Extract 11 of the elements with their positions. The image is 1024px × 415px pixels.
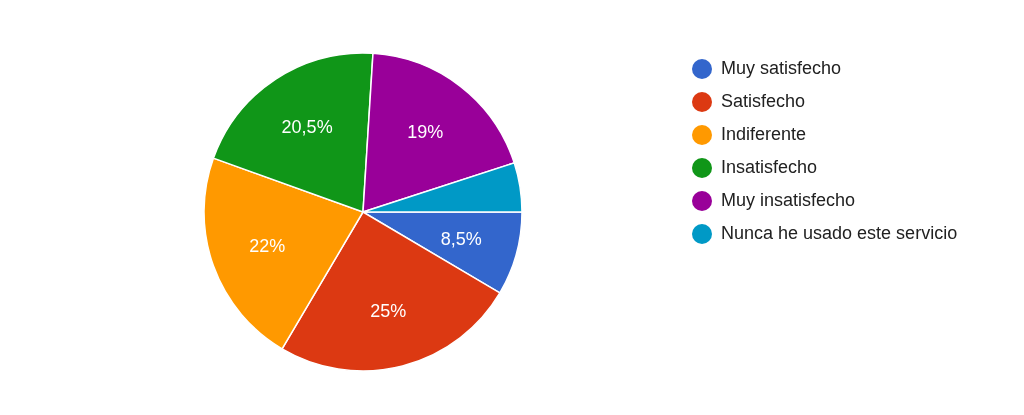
data-label: 22%: [249, 236, 286, 257]
data-label: 19%: [407, 121, 444, 142]
data-label: 8,5%: [440, 228, 482, 249]
legend-label: Insatisfecho: [721, 157, 818, 178]
legend-label: Satisfecho: [721, 91, 806, 112]
legend-label: Nunca he usado este servicio: [721, 223, 958, 244]
legend-label: Muy satisfecho: [721, 58, 842, 79]
legend-label: Indiferente: [721, 124, 807, 145]
data-label: 25%: [370, 300, 407, 321]
legend-label: Muy insatisfecho: [721, 190, 856, 211]
data-label: 20,5%: [281, 116, 333, 137]
